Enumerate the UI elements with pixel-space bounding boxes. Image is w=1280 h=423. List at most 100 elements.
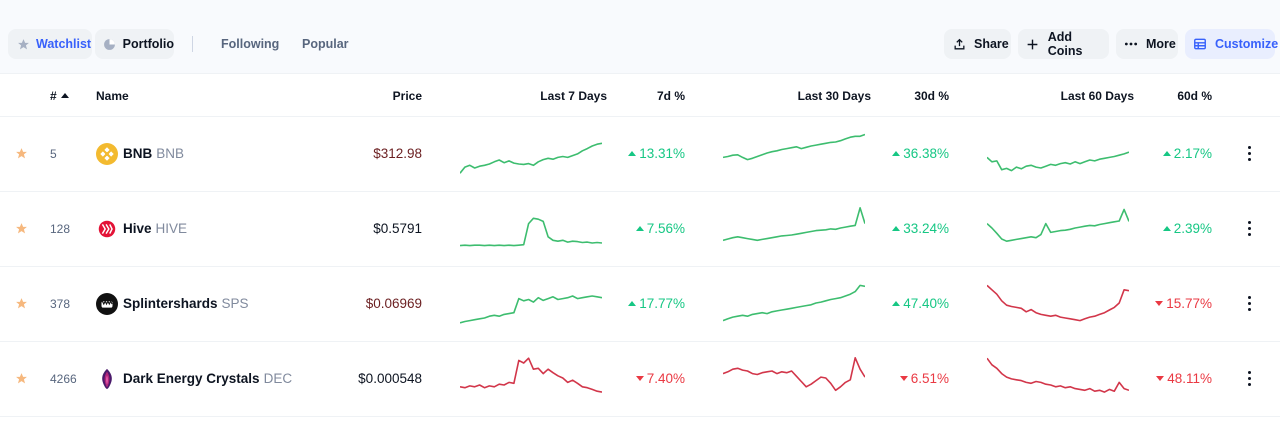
change-30d: 6.51% (899, 371, 949, 386)
more-button[interactable]: More (1116, 29, 1178, 59)
star-icon[interactable] (15, 297, 28, 310)
sparkline-7d (460, 142, 602, 174)
coin-name: Splintershards (123, 296, 218, 311)
pct30-header[interactable]: 30d % (914, 89, 949, 103)
sparkline-path (460, 295, 602, 324)
rank: 128 (50, 222, 71, 236)
change-30d-value: 36.38% (903, 146, 949, 161)
table-icon (1193, 37, 1207, 51)
caret-up-icon (628, 151, 637, 156)
star-icon[interactable] (15, 147, 28, 160)
star-icon[interactable] (15, 372, 28, 385)
sparkline-path (987, 208, 1129, 243)
sparkline-30d (723, 284, 865, 322)
coin-symbol: SPS (221, 296, 249, 311)
watchlist-label: Watchlist (36, 37, 92, 51)
watchlist-tab[interactable]: Watchlist (8, 29, 92, 59)
hive-logo (96, 218, 118, 240)
caret-down-icon (1156, 376, 1165, 381)
change-7d: 7.56% (635, 221, 685, 236)
sparkline-path (987, 357, 1129, 393)
rank-header[interactable]: # (50, 89, 69, 103)
sparkline-path (460, 357, 602, 393)
add-coins-label: Add Coins (1047, 30, 1083, 58)
upload-icon (952, 37, 966, 51)
table-row[interactable]: 5 BNB BNB $312.98 13.31% 36.38% 2.17% (0, 117, 1280, 192)
portfolio-label: Portfolio (122, 37, 174, 51)
sparkline-60d (987, 208, 1129, 243)
change-7d-value: 7.40% (646, 371, 685, 386)
sparkline-path (723, 284, 865, 322)
coin-symbol: DEC (263, 371, 293, 386)
rank: 378 (50, 297, 71, 311)
rank: 4266 (50, 372, 77, 386)
last30-header: Last 30 Days (797, 89, 871, 103)
table-row[interactable]: 378 Splintershards SPS $0.06969 17.77% 47… (0, 267, 1280, 342)
portfolio-tab[interactable]: Portfolio (95, 29, 174, 59)
change-60d: 2.39% (1162, 221, 1212, 236)
price-header[interactable]: Price (392, 89, 422, 103)
row-menu-icon[interactable] (1242, 143, 1256, 163)
sort-up-icon (60, 93, 69, 98)
coin-name-link[interactable]: Splintershards SPS (123, 296, 249, 311)
add-coins-button[interactable]: Add Coins (1018, 29, 1109, 59)
change-30d: 36.38% (892, 146, 949, 161)
change-30d: 33.24% (892, 221, 949, 236)
row-menu-icon[interactable] (1242, 293, 1256, 313)
row-menu-icon[interactable] (1242, 218, 1256, 238)
caret-up-icon (628, 301, 637, 306)
sparkline-path (987, 284, 1129, 322)
coin-name-link[interactable]: Hive HIVE (123, 221, 187, 236)
coin-name: Dark Energy Crystals (123, 371, 260, 386)
change-60d: 48.11% (1156, 371, 1212, 386)
change-60d: 15.77% (1155, 296, 1212, 311)
bnb-logo (96, 143, 118, 165)
sparkline-30d (723, 133, 865, 161)
change-60d: 2.17% (1162, 146, 1212, 161)
sparkline-30d (723, 206, 865, 242)
customize-button[interactable]: Customize (1185, 29, 1279, 59)
coin-name-link[interactable]: Dark Energy Crystals DEC (123, 371, 292, 386)
star-icon[interactable] (15, 222, 28, 235)
caret-down-icon (1155, 301, 1164, 306)
price: $0.06969 (365, 296, 422, 311)
pct60-header[interactable]: 60d % (1177, 89, 1212, 103)
caret-up-icon (892, 301, 901, 306)
sparkline-7d (460, 217, 602, 247)
sparkline-30d (723, 356, 865, 392)
sparkline-60d (987, 357, 1129, 393)
price: $0.5791 (373, 221, 422, 236)
more-label: More (1146, 37, 1176, 51)
tab-popular[interactable]: Popular (302, 37, 349, 51)
last7-header: Last 7 Days (540, 89, 607, 103)
caret-up-icon (1162, 151, 1171, 156)
name-header[interactable]: Name (96, 89, 129, 103)
sparkline-7d (460, 295, 602, 324)
sparkline-60d (987, 151, 1129, 172)
change-30d-value: 33.24% (903, 221, 949, 236)
change-7d-value: 7.56% (646, 221, 685, 236)
caret-down-icon (635, 376, 644, 381)
table-row[interactable]: 128 Hive HIVE $0.5791 7.56% 33.24% 2.39% (0, 192, 1280, 267)
change-60d-value: 2.17% (1173, 146, 1212, 161)
caret-down-icon (899, 376, 908, 381)
coin-name-link[interactable]: BNB BNB (123, 146, 184, 161)
caret-up-icon (892, 151, 901, 156)
sparkline-path (987, 151, 1129, 172)
coin-name: BNB (123, 146, 153, 161)
change-30d: 47.40% (892, 296, 949, 311)
sparkline-7d (460, 357, 602, 393)
toolbar: Watchlist Portfolio Following Popular Sh… (0, 0, 1280, 74)
row-menu-icon[interactable] (1242, 368, 1256, 388)
coin-symbol: HIVE (155, 221, 188, 236)
customize-label: Customize (1215, 37, 1279, 51)
last60-header: Last 60 Days (1060, 89, 1134, 103)
change-7d-value: 13.31% (639, 146, 685, 161)
share-button[interactable]: Share (944, 29, 1011, 59)
table-row[interactable]: 4266 Dark Energy Crystals DEC $0.000548 7… (0, 342, 1280, 417)
pct7-header[interactable]: 7d % (656, 89, 685, 103)
tab-following[interactable]: Following (221, 37, 280, 51)
sparkline-path (723, 206, 865, 242)
rank-header-label: # (50, 89, 57, 103)
table-header: # Name Price Last 7 Days 7d % Last 30 Da… (0, 74, 1280, 117)
